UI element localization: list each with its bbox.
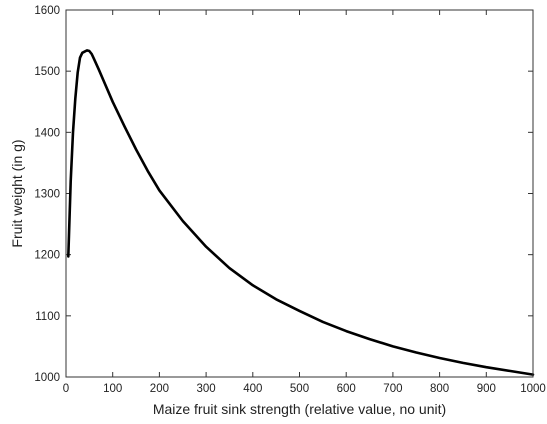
y-tick-label: 1300: [34, 189, 60, 201]
x-tick-label: 0: [63, 383, 69, 395]
x-tick-label: 400: [243, 383, 262, 395]
x-axis-ticks: 0 100 200 300 400 500 600 700 800 900 1000: [63, 10, 546, 395]
x-tick-label: 800: [430, 383, 449, 395]
fruit-weight-series-line: [67, 49, 535, 376]
y-axis-label: Fruit weight (in g): [9, 139, 25, 247]
y-tick-label: 1400: [34, 127, 60, 139]
x-tick-label: 200: [150, 383, 169, 395]
x-tick-label: 700: [383, 383, 402, 395]
y-tick-label: 1500: [34, 66, 60, 78]
x-tick-label: 300: [197, 383, 216, 395]
y-tick-label: 1000: [34, 372, 60, 384]
x-tick-label: 600: [337, 383, 356, 395]
x-axis-label: Maize fruit sink strength (relative valu…: [153, 401, 446, 417]
y-axis-ticks: 1000 1100 1200 1300 1400 1500 1600: [34, 5, 533, 384]
x-tick-label: 500: [290, 383, 309, 395]
plot-area-frame: [65, 9, 534, 378]
y-tick-label: 1600: [34, 5, 60, 17]
y-tick-label: 1200: [34, 250, 60, 262]
x-tick-label: 100: [103, 383, 122, 395]
x-tick-label: 900: [477, 383, 496, 395]
x-tick-label: 1000: [520, 383, 546, 395]
y-tick-label: 1100: [35, 311, 60, 323]
